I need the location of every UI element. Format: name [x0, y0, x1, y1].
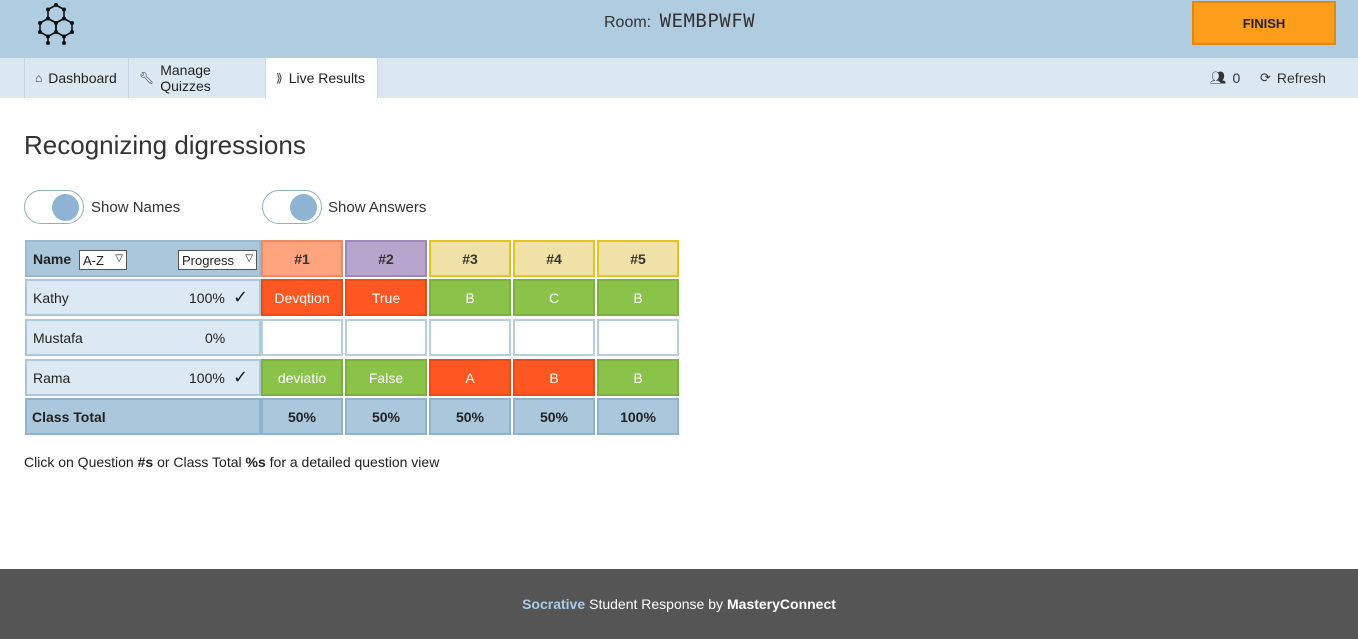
class-total-cell[interactable]: 50%: [429, 398, 511, 435]
question-header[interactable]: #4: [513, 240, 595, 277]
footer-company[interactable]: MasteryConnect: [727, 596, 836, 612]
nav-bar: ⌂ Dashboard 🔧︎ Manage Quizzes ⟫ Live Res…: [0, 58, 1358, 98]
room-indicator: Room: WEMBPWFW: [604, 10, 755, 32]
refresh-icon: ⟳: [1260, 70, 1271, 85]
answer-cell[interactable]: [513, 319, 595, 356]
name-header-label: Name: [33, 251, 72, 267]
student-name: Mustafa: [33, 329, 83, 346]
finish-button[interactable]: FINISH: [1192, 1, 1336, 45]
answer-cell[interactable]: A: [429, 359, 511, 396]
answer-cell[interactable]: True: [345, 279, 427, 316]
users-icon: 👥︎: [1210, 70, 1227, 85]
answer-cell[interactable]: [261, 319, 343, 356]
student-row: Rama 100% ✓: [25, 359, 261, 396]
answer-cell[interactable]: C: [513, 279, 595, 316]
hint-bold2: %s: [245, 454, 266, 470]
student-name: Rama: [33, 369, 71, 386]
student-count[interactable]: 👥︎ 0: [1210, 70, 1240, 86]
answer-cell[interactable]: B: [597, 359, 679, 396]
question-header[interactable]: #1: [261, 240, 343, 277]
class-total-cell[interactable]: 50%: [345, 398, 427, 435]
student-progress: 100%: [189, 369, 225, 386]
tab-dashboard-label: Dashboard: [48, 70, 117, 86]
toggle-knob: [52, 194, 79, 221]
tab-live-results-label: Live Results: [288, 70, 365, 86]
question-header[interactable]: #5: [597, 240, 679, 277]
checkmark-icon: ✓: [233, 367, 249, 387]
class-total-cell[interactable]: 100%: [597, 398, 679, 435]
home-icon: ⌂: [35, 71, 43, 85]
refresh-button[interactable]: ⟳ Refresh: [1260, 70, 1326, 86]
hint-part1: Click on Question: [24, 454, 138, 470]
room-label: Room:: [604, 14, 652, 31]
show-names-toggle[interactable]: [24, 190, 84, 224]
answer-cell[interactable]: B: [513, 359, 595, 396]
answer-cell[interactable]: [345, 319, 427, 356]
quiz-title: Recognizing digressions: [24, 130, 306, 160]
answer-cell[interactable]: B: [429, 279, 511, 316]
chevron-down-icon: ▽: [115, 253, 123, 264]
answer-cell[interactable]: Devqtion: [261, 279, 343, 316]
student-row: Mustafa 0%: [25, 319, 261, 356]
answer-cell[interactable]: False: [345, 359, 427, 396]
progress-select[interactable]: Progress ▽: [178, 250, 257, 270]
footer-brand[interactable]: Socrative: [522, 596, 586, 612]
hint-part2: or Class Total: [153, 454, 246, 470]
chevron-down-icon: ▽: [245, 253, 253, 264]
student-count-value: 0: [1232, 70, 1241, 86]
hint-text: Click on Question #s or Class Total %s f…: [24, 454, 439, 470]
progress-select-value: Progress: [182, 252, 235, 268]
refresh-label: Refresh: [1276, 70, 1326, 86]
show-answers-toggle[interactable]: [262, 190, 322, 224]
tab-dashboard[interactable]: ⌂ Dashboard: [24, 58, 129, 98]
tab-manage-quizzes-label: Manage Quizzes: [160, 62, 211, 94]
answer-cell[interactable]: B: [597, 279, 679, 316]
top-header: Room: WEMBPWFW FINISH: [0, 0, 1358, 58]
answer-cell[interactable]: [429, 319, 511, 356]
signal-icon: ⟫: [276, 71, 283, 85]
question-header[interactable]: #2: [345, 240, 427, 277]
footer-middle: Student Response by: [589, 596, 723, 612]
show-names-label: Show Names: [91, 199, 181, 216]
sort-select[interactable]: A-Z ▽: [79, 250, 127, 270]
sort-select-value: A-Z: [83, 252, 104, 268]
footer: Socrative Student Response by MasteryCon…: [0, 569, 1358, 639]
room-code: WEMBPWFW: [659, 10, 756, 32]
socrative-logo-icon[interactable]: [34, 2, 78, 46]
show-answers-label: Show Answers: [328, 199, 427, 216]
toggle-knob: [290, 194, 317, 221]
wrench-icon: 🔧︎: [139, 71, 155, 85]
hint-part3: for a detailed question view: [265, 454, 440, 470]
student-progress: 100%: [189, 289, 225, 306]
answer-cell[interactable]: deviatio: [261, 359, 343, 396]
student-row: Kathy 100% ✓: [25, 279, 261, 316]
answer-cell[interactable]: [597, 319, 679, 356]
class-total-cell[interactable]: 50%: [513, 398, 595, 435]
class-total-label: Class Total: [25, 398, 261, 435]
tab-manage-quizzes[interactable]: 🔧︎ Manage Quizzes: [129, 58, 266, 98]
checkmark-icon: ✓: [233, 287, 249, 307]
student-name: Kathy: [33, 289, 69, 306]
student-progress: 0%: [205, 329, 226, 346]
hint-bold1: #s: [137, 454, 154, 470]
question-header[interactable]: #3: [429, 240, 511, 277]
name-column-header: Name A-Z ▽ Progress ▽: [25, 240, 261, 277]
class-total-cell[interactable]: 50%: [261, 398, 343, 435]
tab-live-results[interactable]: ⟫ Live Results: [266, 58, 378, 98]
